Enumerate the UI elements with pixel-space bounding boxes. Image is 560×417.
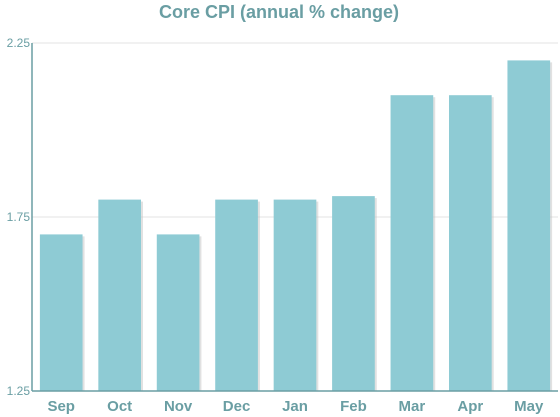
bar-mar bbox=[390, 95, 434, 391]
bar-dec bbox=[215, 199, 258, 391]
y-axis-ticks: 1.25 1.75 2.25 bbox=[7, 36, 31, 398]
bar-sep bbox=[39, 234, 83, 391]
x-tick-label: Dec bbox=[223, 398, 251, 415]
bar-may bbox=[507, 60, 551, 392]
x-tick-label: Nov bbox=[164, 398, 193, 415]
x-tick-label: Sep bbox=[47, 398, 75, 415]
x-axis-ticks: Sep Oct Nov Dec Jan Feb Mar Apr May bbox=[47, 398, 544, 415]
bars bbox=[39, 60, 553, 392]
x-tick-label: May bbox=[514, 398, 544, 415]
x-tick-label: Feb bbox=[340, 398, 367, 415]
x-tick-label: Mar bbox=[399, 398, 426, 415]
bar-jan bbox=[273, 199, 317, 391]
bar-feb bbox=[332, 196, 375, 391]
y-tick-label: 1.25 bbox=[7, 384, 31, 398]
bar-nov bbox=[156, 234, 200, 391]
y-tick-label: 1.75 bbox=[7, 210, 31, 224]
x-tick-label: Apr bbox=[457, 398, 483, 415]
x-tick-label: Oct bbox=[107, 398, 132, 415]
chart-title: Core CPI (annual % change) bbox=[159, 2, 399, 22]
x-tick-label: Jan bbox=[282, 398, 308, 415]
bar-apr bbox=[449, 95, 492, 391]
bar-oct bbox=[98, 199, 141, 391]
y-tick-label: 2.25 bbox=[7, 36, 31, 50]
